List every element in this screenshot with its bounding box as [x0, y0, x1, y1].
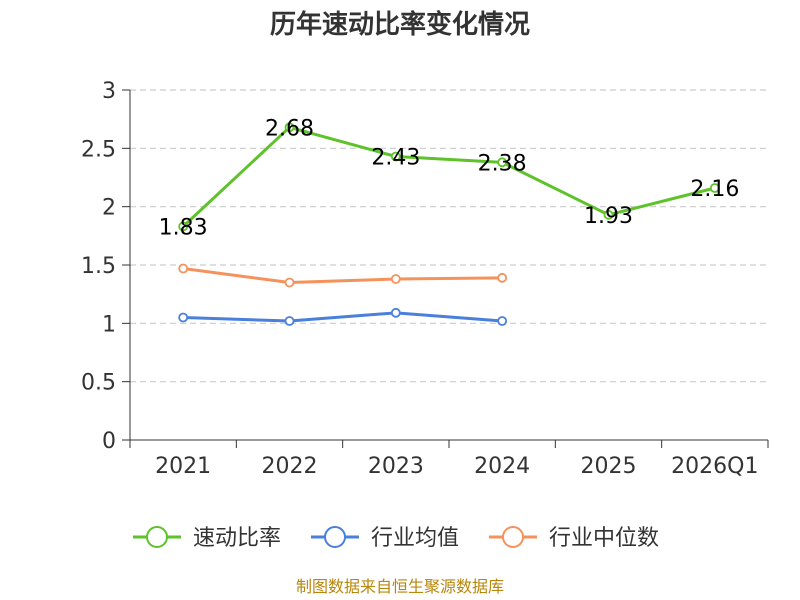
legend-label: 速动比率	[193, 526, 281, 551]
data-point[interactable]	[178, 263, 189, 274]
series-layer: 1.83 2.68 2.43 2.38 1.93 2.16	[159, 116, 739, 326]
data-point[interactable]	[284, 316, 295, 326]
data-label: 2.16	[690, 177, 739, 202]
x-tick-label: 2026Q1	[671, 454, 758, 479]
data-point[interactable]	[603, 209, 614, 220]
series-line-3	[181, 267, 504, 284]
data-point[interactable]	[390, 307, 401, 318]
data-point[interactable]	[497, 272, 508, 283]
legend: 速动比率 行业均值 行业中位数	[133, 526, 659, 551]
y-tick-label: 1	[102, 312, 116, 337]
legend-label: 行业均值	[371, 526, 459, 551]
data-label: 2.43	[371, 146, 420, 171]
y-tick-label: 1.5	[81, 254, 116, 279]
data-point[interactable]	[178, 312, 189, 323]
data-point[interactable]	[390, 274, 401, 284]
legend-marker	[146, 526, 168, 548]
series-line-2	[181, 311, 504, 323]
data-point[interactable]	[497, 316, 508, 326]
series-line-1	[181, 125, 717, 228]
data-point[interactable]	[709, 183, 720, 193]
y-tick-label: 2.5	[81, 137, 116, 162]
legend-item-1[interactable]: 速动比率	[133, 526, 281, 551]
x-tick-label: 2022	[262, 454, 318, 479]
y-tick-label: 3	[102, 79, 116, 104]
data-point[interactable]	[284, 122, 295, 133]
data-point[interactable]	[390, 151, 401, 162]
data-label: 1.83	[159, 216, 208, 241]
y-tick-label: 0.5	[81, 371, 116, 396]
legend-item-2[interactable]: 行业均值	[311, 526, 459, 551]
data-point[interactable]	[284, 277, 295, 288]
chart-title: 历年速动比率变化情况	[270, 9, 530, 40]
axes: 0 0.5 1 1.5 2 2.5 3 2021 2022 2023 2024 2025 2026Q1	[81, 79, 769, 479]
grid	[130, 89, 768, 383]
x-tick-label: 2025	[581, 454, 637, 479]
legend-item-3[interactable]: 行业中位数	[489, 526, 659, 551]
source-note: 制图数据来自恒生聚源数据库	[296, 577, 504, 596]
legend-marker	[502, 526, 524, 548]
data-label: 2.38	[478, 151, 527, 176]
x-tick-label: 2023	[368, 454, 424, 479]
x-tick-label: 2024	[474, 454, 530, 479]
data-label: 1.93	[584, 204, 633, 229]
legend-label: 行业中位数	[549, 526, 659, 551]
y-tick-label: 0	[102, 429, 116, 454]
data-label: 2.68	[265, 116, 314, 141]
y-tick-label: 2	[102, 196, 116, 221]
data-point[interactable]	[497, 157, 508, 168]
data-point[interactable]	[178, 221, 189, 232]
legend-marker	[324, 526, 346, 548]
x-tick-label: 2021	[155, 454, 211, 479]
